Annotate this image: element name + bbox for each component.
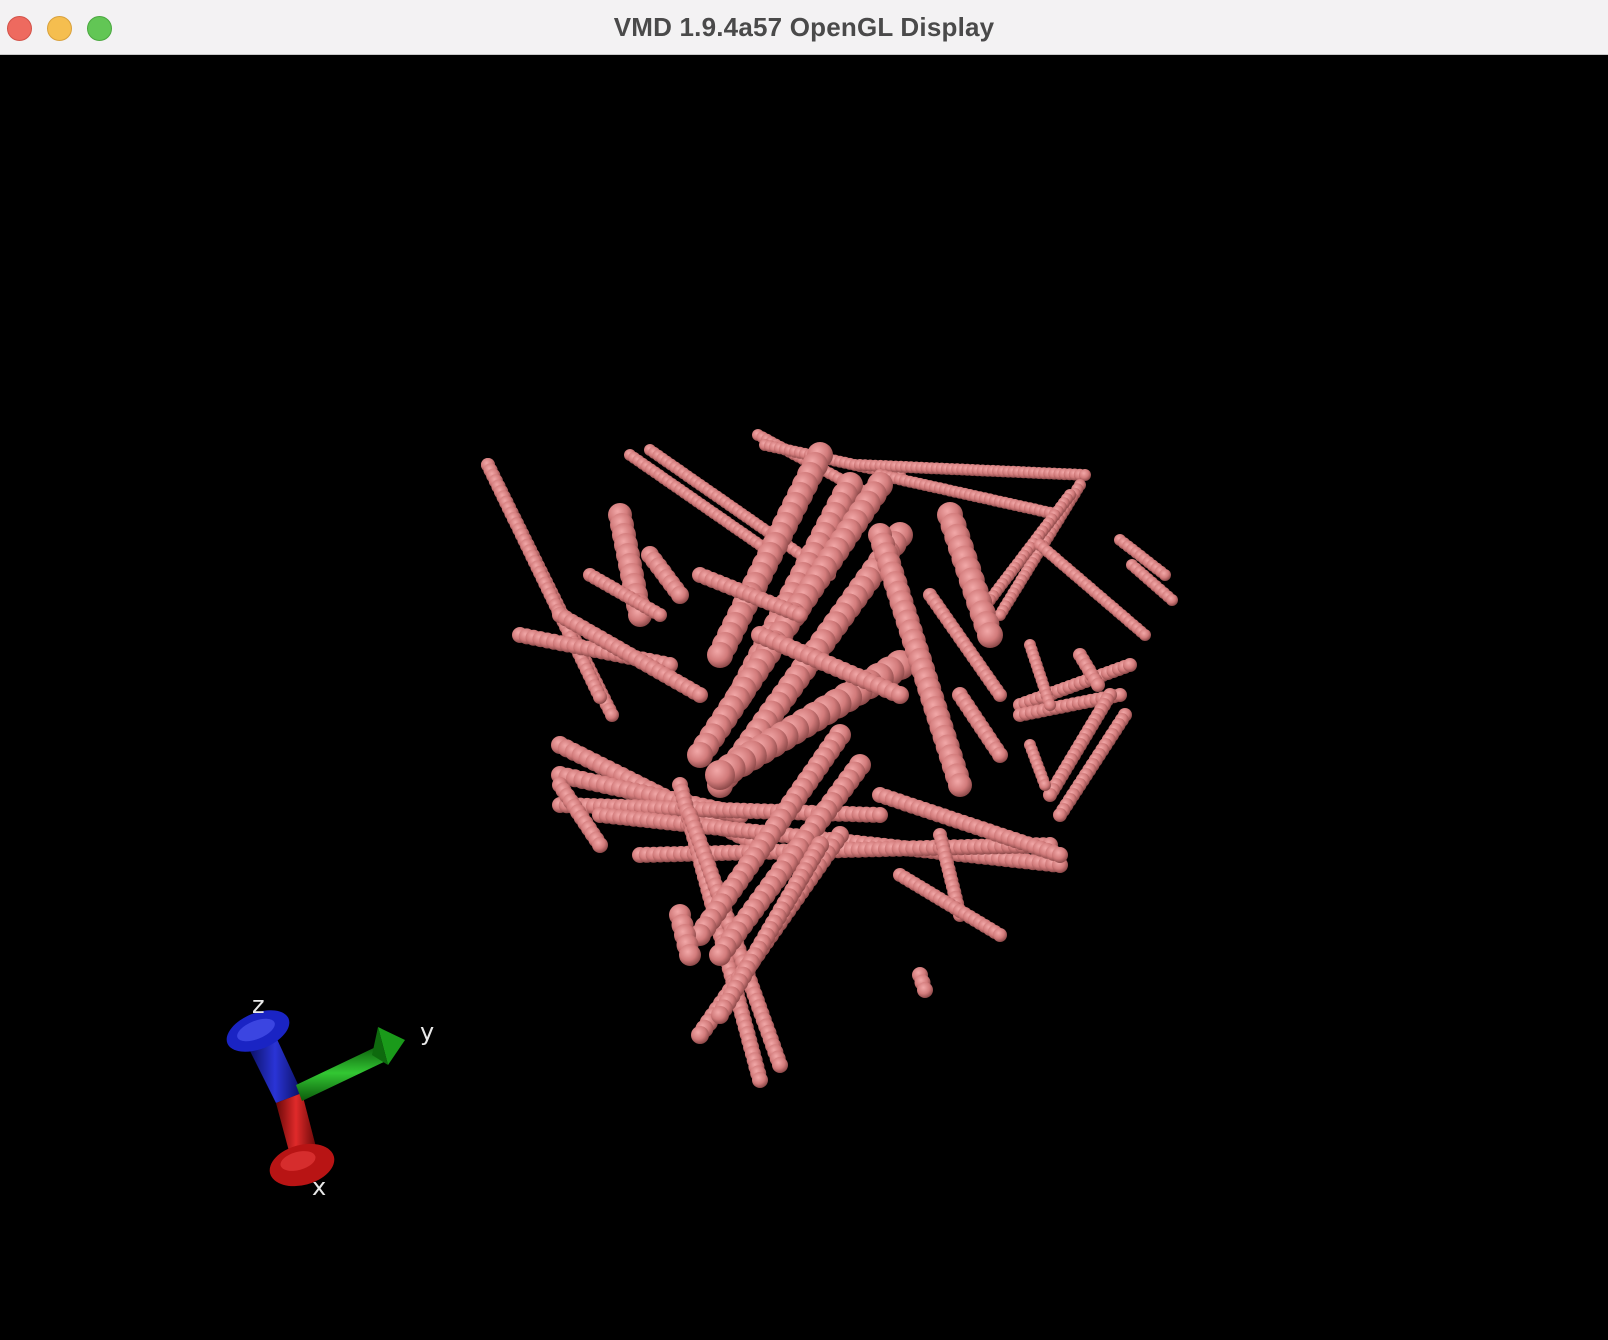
- atom-sphere: [752, 1072, 768, 1088]
- atom-sphere: [977, 622, 1003, 648]
- atom-sphere: [1159, 569, 1171, 581]
- molecule-spheres[interactable]: [481, 429, 1178, 1088]
- zoom-window-button[interactable]: [87, 16, 112, 41]
- atom-sphere: [993, 928, 1007, 942]
- atom-sphere: [691, 1026, 709, 1044]
- atom-sphere: [605, 708, 619, 722]
- atom-sphere: [705, 760, 735, 790]
- atom-sphere: [992, 747, 1008, 763]
- atom-sphere: [592, 837, 608, 853]
- atom-sphere: [993, 688, 1007, 702]
- close-window-button[interactable]: [7, 16, 32, 41]
- atom-sphere: [1139, 629, 1151, 641]
- atom-sphere: [679, 944, 701, 966]
- z-axis-label: z: [252, 991, 265, 1019]
- atom-sphere: [593, 690, 607, 704]
- atom-sphere: [772, 1057, 788, 1073]
- z-axis-arrow: [226, 1010, 302, 1103]
- atom-sphere: [1044, 699, 1056, 711]
- atom-sphere: [1166, 594, 1178, 606]
- atom-sphere: [711, 1006, 729, 1024]
- x-axis-arrow: [269, 1093, 335, 1187]
- atom-sphere: [792, 607, 808, 623]
- atom-sphere: [1043, 788, 1057, 802]
- atom-sphere: [1079, 469, 1091, 481]
- axes-indicator: z y x: [226, 991, 434, 1201]
- atom-sphere: [1113, 688, 1127, 702]
- atom-sphere: [917, 982, 933, 998]
- atom-sphere: [1039, 779, 1051, 791]
- scene-canvas[interactable]: z y x: [0, 55, 1608, 1340]
- atom-sphere: [653, 608, 667, 622]
- window-title: VMD 1.9.4a57 OpenGL Display: [613, 12, 995, 42]
- atom-sphere: [1123, 658, 1137, 672]
- atom-sphere: [948, 773, 972, 797]
- atom-sphere: [891, 686, 909, 704]
- atom-sphere: [872, 807, 888, 823]
- atom-sphere: [671, 586, 689, 604]
- atom-sphere: [687, 742, 713, 768]
- atom-sphere: [709, 944, 731, 966]
- atom-sphere: [692, 687, 708, 703]
- atom-sphere: [1053, 808, 1067, 822]
- opengl-viewport[interactable]: z y x: [0, 55, 1608, 1340]
- title-bar[interactable]: VMD 1.9.4a57 OpenGL Display: [0, 0, 1608, 55]
- x-axis-label: x: [312, 1173, 326, 1201]
- atom-sphere: [707, 642, 733, 668]
- y-axis-label: y: [420, 1018, 434, 1046]
- minimize-window-button[interactable]: [47, 16, 72, 41]
- atom-sphere: [1091, 678, 1105, 692]
- y-axis-arrow: [296, 1027, 405, 1101]
- atom-sphere: [1052, 847, 1068, 863]
